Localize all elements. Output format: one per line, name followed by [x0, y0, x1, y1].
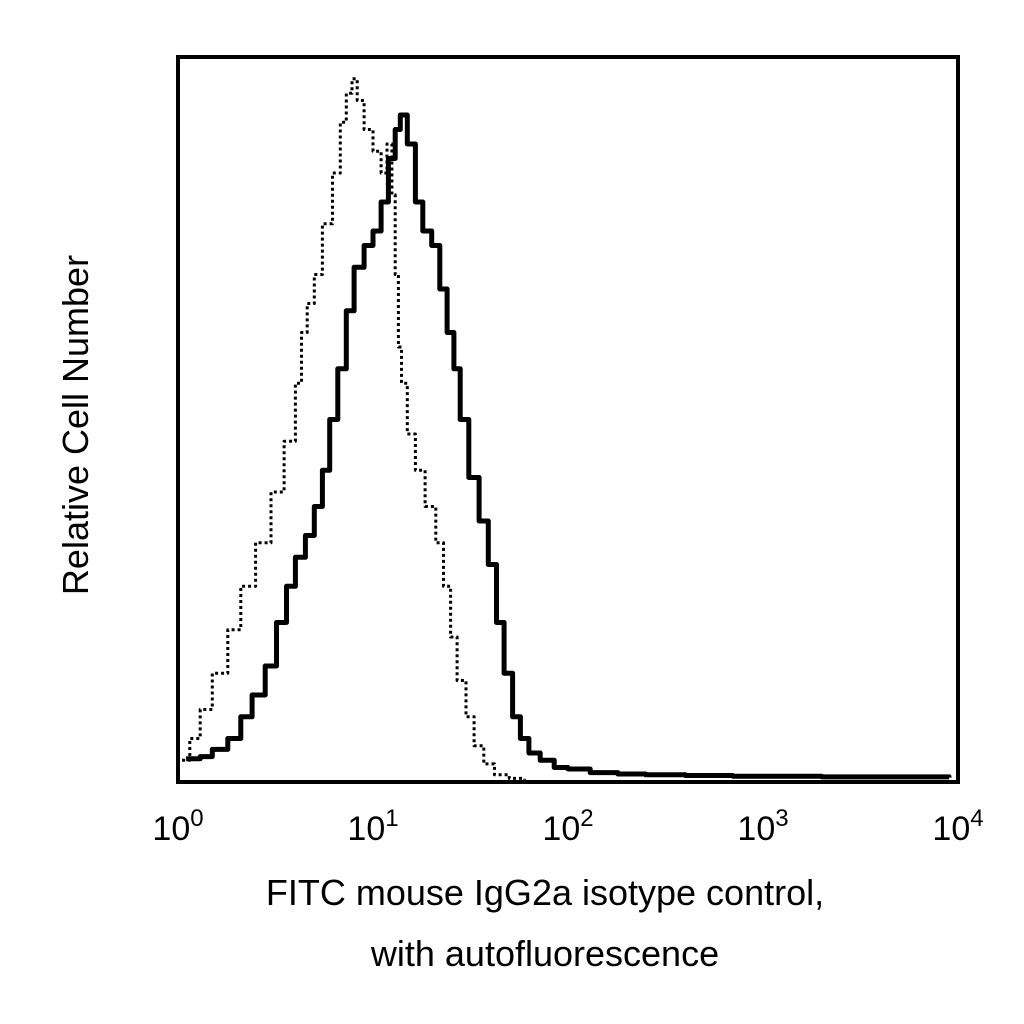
x-axis-label-line-1: FITC mouse IgG2a isotype control, — [266, 872, 824, 913]
histogram-series-solid — [186, 112, 952, 780]
x-tick-label: 104 — [932, 805, 983, 848]
x-tick-label: 103 — [737, 805, 788, 848]
x-axis-label-line-2: with autofluorescence — [370, 933, 719, 974]
y-axis-label: Relative Cell Number — [55, 255, 96, 595]
x-tick-label: 101 — [347, 805, 398, 848]
x-tick-labels: 100 101 102 103 104 — [152, 805, 983, 848]
x-tick-label: 100 — [152, 805, 203, 848]
series-layer — [182, 77, 952, 780]
histogram-series-dotted — [182, 77, 527, 780]
plot-frame — [176, 55, 960, 784]
x-tick-label: 102 — [542, 805, 593, 848]
